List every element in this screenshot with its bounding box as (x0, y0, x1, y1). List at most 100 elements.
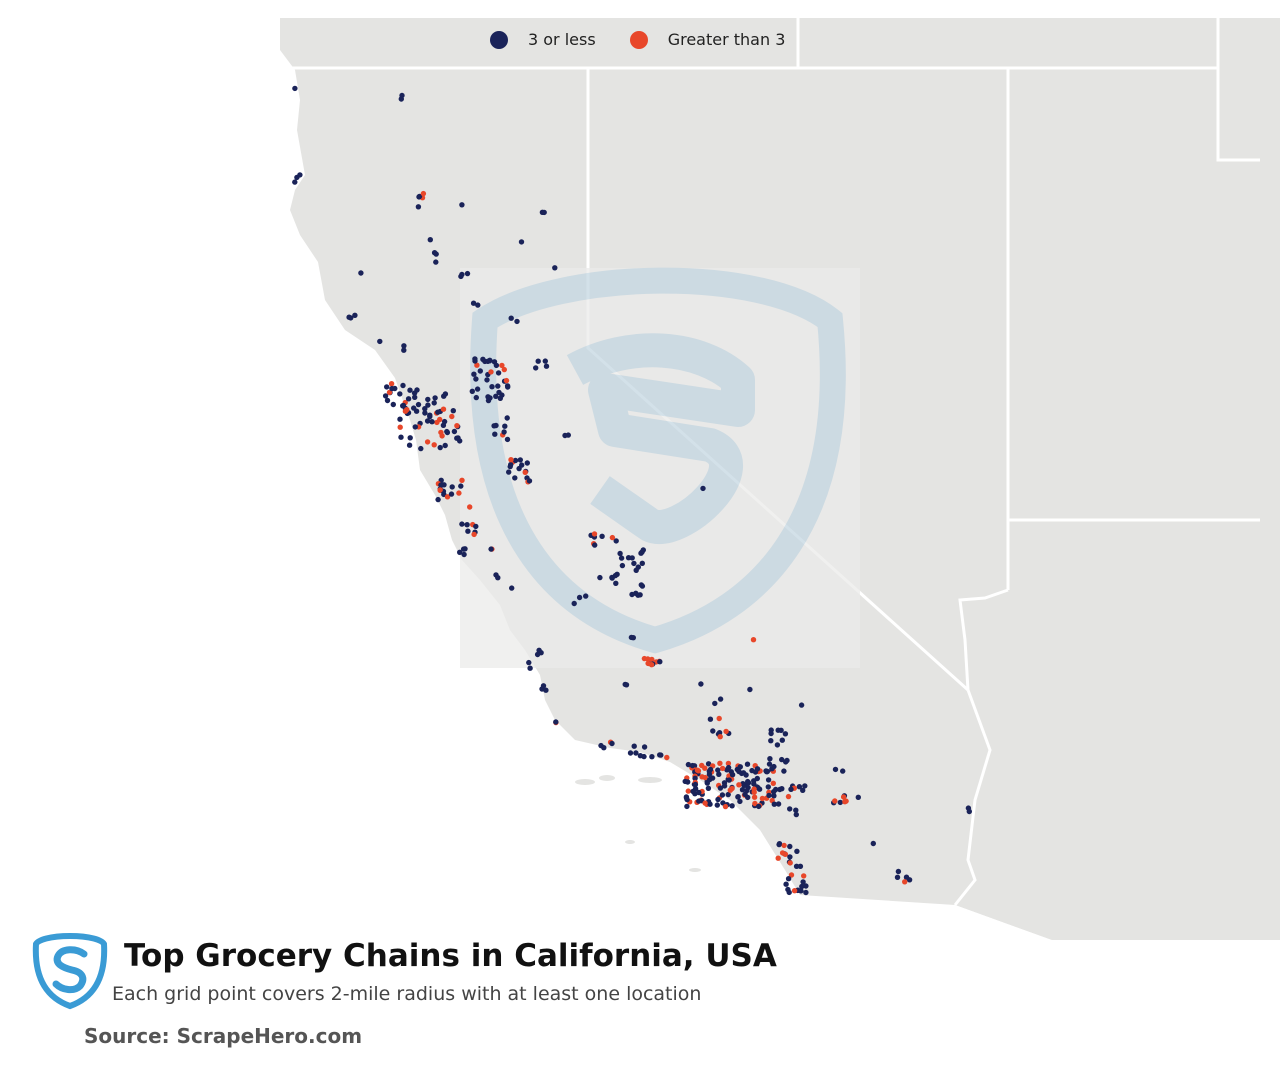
location-dot (699, 762, 705, 769)
location-dot (902, 879, 908, 885)
location-dot (425, 402, 431, 408)
legend-dot-high (629, 30, 648, 49)
location-dot (763, 768, 769, 774)
location-dot (506, 469, 512, 475)
location-dot (432, 395, 438, 401)
location-dot (499, 362, 505, 369)
location-dot (390, 401, 396, 408)
location-dot (473, 394, 479, 401)
location-dot (747, 686, 753, 693)
location-dot (773, 786, 779, 793)
location-dot (803, 889, 809, 896)
location-dot (406, 442, 413, 448)
location-dot (641, 655, 648, 662)
location-dot (352, 312, 358, 318)
location-dot (627, 750, 634, 756)
location-dot (437, 416, 443, 423)
location-dot (787, 806, 793, 812)
location-dot (474, 386, 481, 392)
location-dot (793, 863, 800, 869)
location-dot (803, 883, 809, 889)
location-dot (781, 768, 787, 774)
location-dot (778, 727, 784, 733)
location-dot (775, 801, 782, 807)
location-dot (723, 728, 729, 735)
location-dot (485, 394, 491, 400)
location-dot (431, 442, 437, 448)
location-dot (412, 424, 418, 430)
ocean (0, 0, 1060, 940)
location-dot (617, 550, 623, 557)
location-dot (768, 730, 774, 737)
location-dot (717, 734, 723, 740)
location-dot (657, 659, 663, 665)
location-dot (787, 854, 793, 860)
location-dot (454, 423, 460, 429)
location-dot (431, 400, 437, 406)
location-dot (508, 457, 514, 463)
location-dot (377, 338, 383, 345)
location-dot (736, 768, 742, 775)
location-dot (496, 389, 502, 396)
location-dot (802, 783, 808, 789)
location-dot (571, 600, 577, 607)
location-dot (455, 435, 461, 441)
location-dot (503, 377, 510, 384)
location-dot (480, 356, 486, 362)
location-dot (639, 583, 646, 589)
location-dot (495, 575, 501, 581)
location-dot (714, 802, 720, 808)
location-dot (438, 482, 444, 488)
location-dot (424, 439, 431, 445)
location-dot (736, 782, 742, 788)
location-dot (707, 801, 713, 807)
location-dot (488, 546, 494, 552)
location-dot (467, 504, 473, 510)
location-dot (442, 442, 448, 449)
location-dot (774, 742, 781, 748)
location-dot (450, 408, 456, 414)
location-dot (641, 744, 648, 750)
location-dot (719, 792, 726, 798)
location-dot (721, 783, 728, 789)
location-dot (543, 363, 550, 369)
location-dot (420, 190, 427, 197)
location-dot (800, 787, 806, 793)
location-dot (424, 418, 431, 424)
location-dot (505, 384, 511, 390)
location-dot (535, 358, 541, 364)
location-dot (717, 785, 724, 791)
location-dot (415, 204, 422, 210)
location-dot (744, 787, 750, 794)
location-dot (776, 841, 782, 848)
location-dot (684, 803, 690, 810)
location-dot (527, 665, 533, 671)
location-dot (754, 775, 760, 782)
location-dot (472, 358, 478, 364)
location-dot (384, 397, 391, 404)
location-dot (488, 369, 494, 375)
location-dot (401, 347, 407, 353)
location-dot (799, 883, 805, 890)
location-dot (533, 365, 539, 371)
location-dot (401, 343, 407, 349)
location-dot (685, 761, 692, 768)
location-dot (702, 800, 708, 806)
location-dot (448, 491, 455, 497)
location-dot (512, 475, 518, 481)
location-dot (411, 405, 417, 411)
legend-item: Greater than 3 (629, 30, 785, 49)
location-dot (737, 764, 743, 770)
location-dot (583, 593, 589, 599)
location-dot (648, 662, 655, 668)
location-dot (794, 848, 800, 854)
location-dot (726, 777, 732, 783)
location-dot (785, 876, 792, 882)
location-dot (444, 494, 451, 500)
location-dot (553, 719, 559, 725)
location-dot (788, 786, 794, 792)
location-dot (418, 445, 424, 452)
map-title: Top Grocery Chains in California, USA (124, 938, 777, 974)
location-dot (906, 877, 913, 883)
location-dot (631, 743, 637, 749)
